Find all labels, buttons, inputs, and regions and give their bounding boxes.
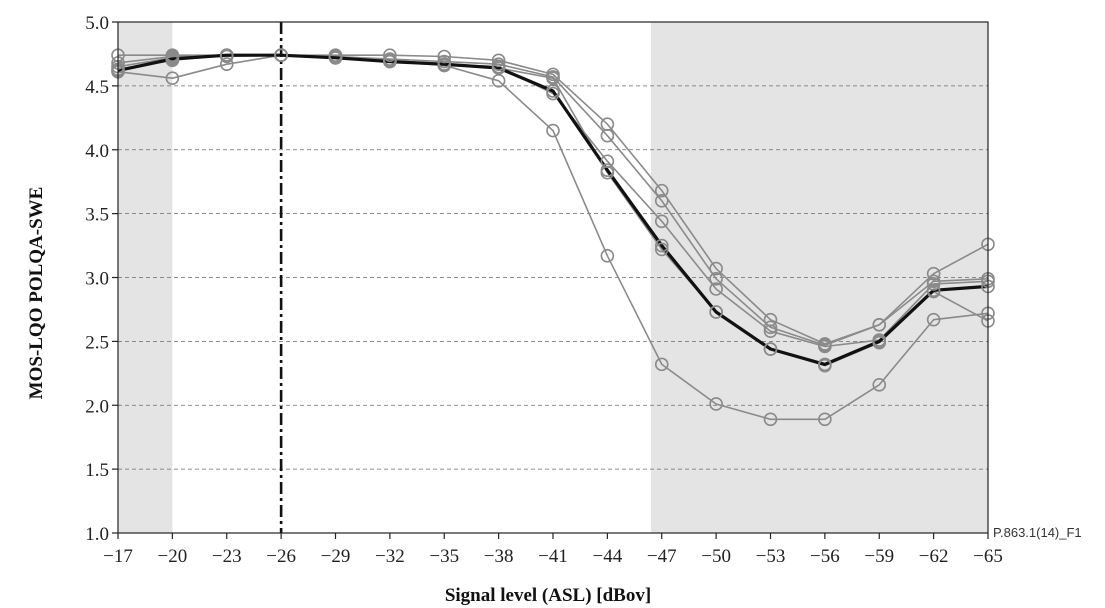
- x-tick-label: −47: [647, 546, 677, 567]
- y-tick-label: 4.0: [85, 141, 109, 162]
- series-5-point: [818, 357, 832, 372]
- series-2-point: [763, 324, 778, 338]
- series-1-point: [654, 194, 669, 208]
- series-4-point: [600, 248, 615, 263]
- series-4-point: [546, 123, 560, 138]
- series-5-point: [219, 48, 234, 63]
- series-4-point: [654, 357, 669, 372]
- series-0-point: [709, 261, 723, 276]
- series-1-point: [600, 128, 615, 143]
- series-5-point: [654, 238, 669, 253]
- series-5-point: [274, 48, 288, 63]
- series-0-point: [383, 48, 397, 63]
- series-4-point: [709, 397, 723, 411]
- series-5-point: [709, 305, 723, 319]
- x-axis-title: Signal level (ASL) [dBov]: [445, 585, 651, 606]
- series-0-point: [491, 53, 506, 68]
- y-tick-label: 2.0: [85, 396, 109, 417]
- grid-lines: [118, 85, 988, 470]
- series-4-point: [219, 57, 234, 71]
- series-5-point: [926, 283, 941, 298]
- x-axis-ticks: −17 −20 −23 −26 −29 −32 −35 −38 −41 −44 −47 −50 −53 −…: [103, 533, 1003, 567]
- y-tick-label: 3.5: [85, 205, 109, 226]
- figure-id: P.863.1(14)_F1: [993, 525, 1082, 540]
- series-5-point: [763, 342, 778, 356]
- series-0-point: [926, 266, 941, 281]
- series-2-point: [654, 214, 669, 229]
- x-tick-label: −26: [266, 546, 296, 567]
- x-tick-label: −56: [810, 546, 840, 567]
- x-tick-label: −17: [103, 546, 133, 567]
- series-5-point: [383, 54, 397, 69]
- series-5-point: [328, 50, 343, 65]
- y-tick-label: 5.0: [85, 13, 109, 34]
- y-axis-title: MOS-LQO POLQA-SWE: [26, 187, 47, 400]
- series-2-point: [709, 282, 723, 296]
- series-2-point: [926, 277, 941, 291]
- series-line-4: [117, 54, 989, 421]
- y-tick-label: 4.5: [85, 77, 109, 98]
- x-tick-label: −29: [321, 546, 351, 567]
- y-tick-label: 2.5: [85, 332, 109, 353]
- series-4-point: [872, 378, 887, 392]
- series-0-point: [437, 49, 452, 64]
- y-tick-label: 1.5: [85, 460, 109, 481]
- series-3-point: [654, 242, 669, 257]
- series-0-point: [654, 183, 669, 198]
- series-5-point: [491, 61, 506, 75]
- x-tick-label: −59: [864, 546, 894, 567]
- series-4-point: [763, 412, 778, 427]
- x-tick-label: −62: [919, 546, 949, 567]
- series-4-point: [165, 71, 180, 86]
- series-4-point: [818, 412, 832, 427]
- y-axis-ticks: 1.0 1.5 2.0 2.5 3.0 3.5 4.0 4.5 5.0: [85, 13, 118, 545]
- series-4-point: [926, 312, 941, 327]
- series-lines: [117, 53, 989, 421]
- series-line-5: [117, 53, 989, 366]
- series-1-point: [709, 271, 723, 286]
- y-tick-label: 3.0: [85, 269, 109, 290]
- x-tick-label: −20: [158, 546, 188, 567]
- x-tick-label: −41: [538, 546, 568, 567]
- y-tick-label: 1.0: [85, 524, 109, 545]
- x-tick-label: −44: [593, 546, 623, 567]
- series-5-point: [546, 84, 560, 98]
- x-tick-label: −50: [701, 546, 731, 567]
- x-tick-label: −65: [973, 546, 1003, 567]
- x-tick-label: −35: [429, 546, 459, 567]
- x-tick-label: −23: [212, 546, 242, 567]
- series-5-point: [437, 57, 452, 71]
- x-tick-label: −53: [756, 546, 786, 567]
- series-1-point: [763, 320, 778, 335]
- series-5-point: [600, 163, 615, 177]
- series-5-point: [165, 52, 180, 66]
- x-tick-label: −32: [375, 546, 405, 567]
- series-1-point: [872, 317, 887, 332]
- series-2-point: [818, 339, 832, 354]
- series-5-point: [872, 334, 887, 349]
- x-tick-label: −38: [484, 546, 514, 567]
- series-markers: [111, 48, 995, 427]
